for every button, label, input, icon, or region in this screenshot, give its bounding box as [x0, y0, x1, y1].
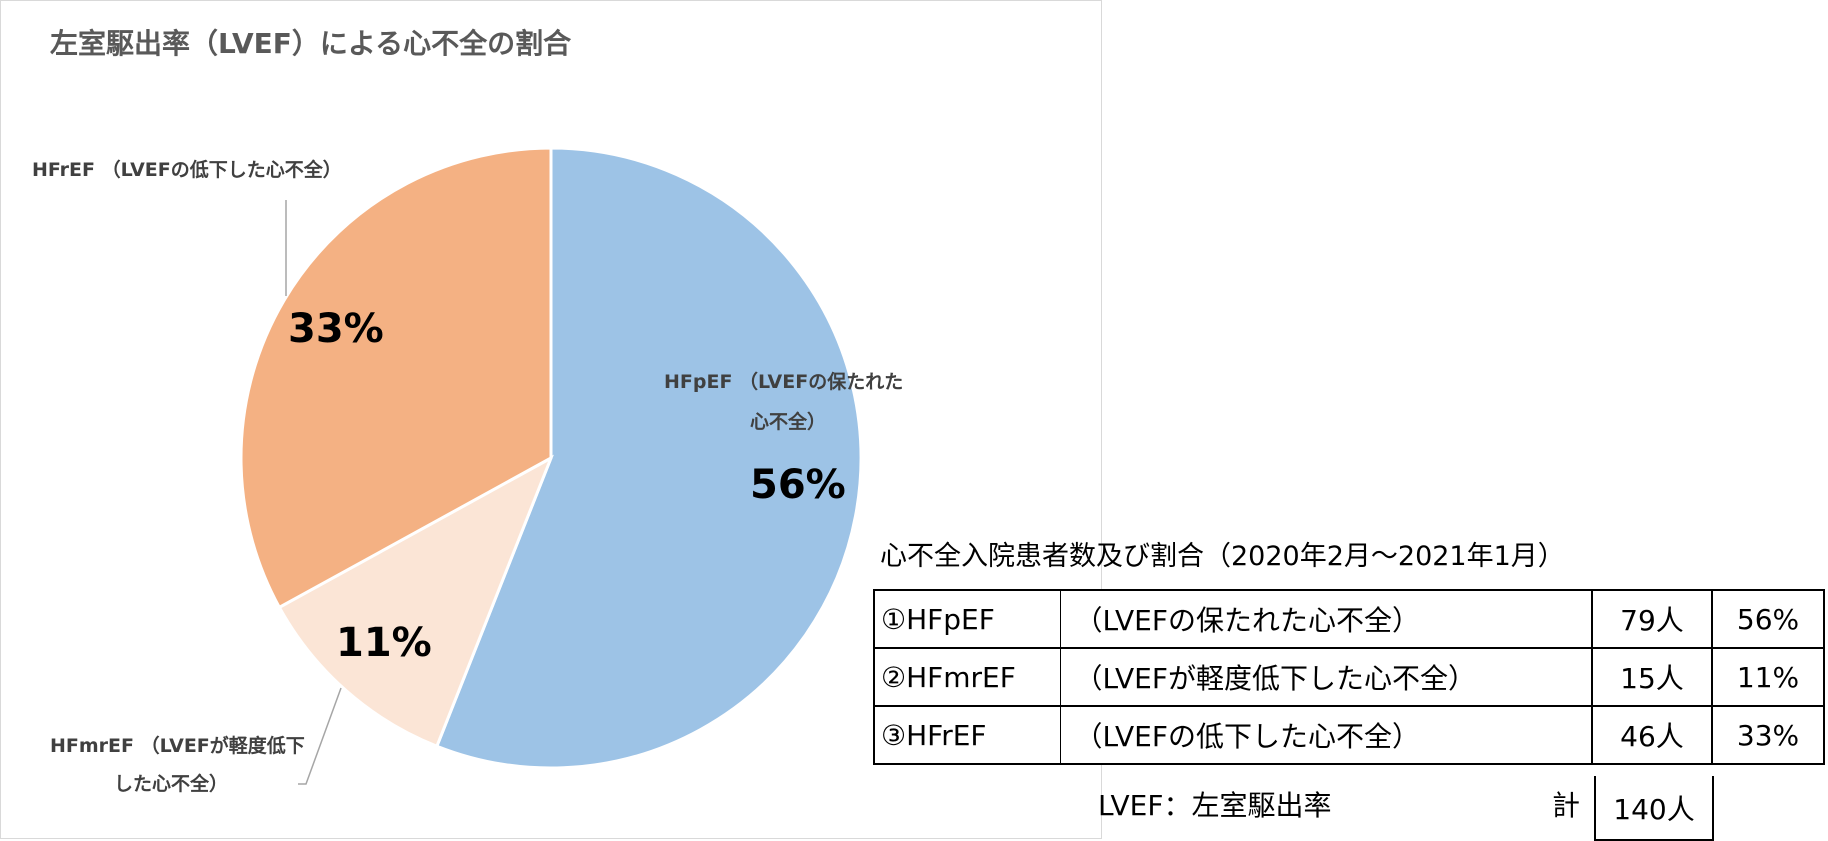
total-value: 140人 [1613, 792, 1695, 826]
row-count: 79人 [1591, 589, 1713, 649]
label-hfpef-line1: HFpEF （LVEFの保たれた [664, 371, 904, 393]
pie-chart [239, 146, 863, 785]
leader-line-hfmref [298, 687, 342, 785]
label-hfpef-line2: 心不全） [750, 411, 827, 433]
row-pct: 33% [1711, 705, 1825, 765]
pie-slice-hfref [239, 146, 553, 610]
table-title: 心不全入院患者数及び割合（2020年2月～2021年1月） [880, 541, 1565, 572]
table-row: ③HFrEF （LVEFの低下した心不全） 46人 33% [873, 705, 1825, 765]
pie-slice-hfpef [434, 146, 863, 770]
total-label: 計 [1552, 789, 1581, 822]
pct-label-hfmref: 11% [336, 620, 432, 666]
label-hfmref-line2: した心不全） [114, 773, 229, 795]
row-pct: 11% [1711, 647, 1825, 707]
row-desc: （LVEFの保たれた心不全） [1059, 589, 1593, 649]
row-name: ③HFrEF [873, 705, 1061, 765]
row-desc: （LVEFの低下した心不全） [1059, 705, 1593, 765]
chart-title: 左室駆出率（LVEF）による心不全の割合 [50, 27, 572, 60]
label-hfmref-line1: HFmrEF （LVEFが軽度低下 [50, 735, 305, 757]
lvef-footnote: LVEF：左室駆出率 [1098, 789, 1332, 822]
table-row: ①HFpEF （LVEFの保たれた心不全） 79人 56% [873, 589, 1825, 649]
pct-label-hfpef: 56% [750, 462, 846, 508]
row-name: ②HFmrEF [873, 647, 1061, 707]
row-pct: 56% [1711, 589, 1825, 649]
total-value-cell: 140人 [1594, 776, 1714, 841]
row-name: ①HFpEF [873, 589, 1061, 649]
label-hfref: HFrEF （LVEFの低下した心不全） [32, 159, 342, 181]
row-desc: （LVEFが軽度低下した心不全） [1059, 647, 1593, 707]
table-row: ②HFmrEF （LVEFが軽度低下した心不全） 15人 11% [873, 647, 1825, 707]
row-count: 46人 [1591, 705, 1713, 765]
patients-table: ①HFpEF （LVEFの保たれた心不全） 79人 56% ②HFmrEF （L… [873, 589, 1825, 765]
row-count: 15人 [1591, 647, 1713, 707]
pie-slice-hfmref [277, 454, 554, 749]
pct-label-hfref: 33% [288, 306, 384, 352]
